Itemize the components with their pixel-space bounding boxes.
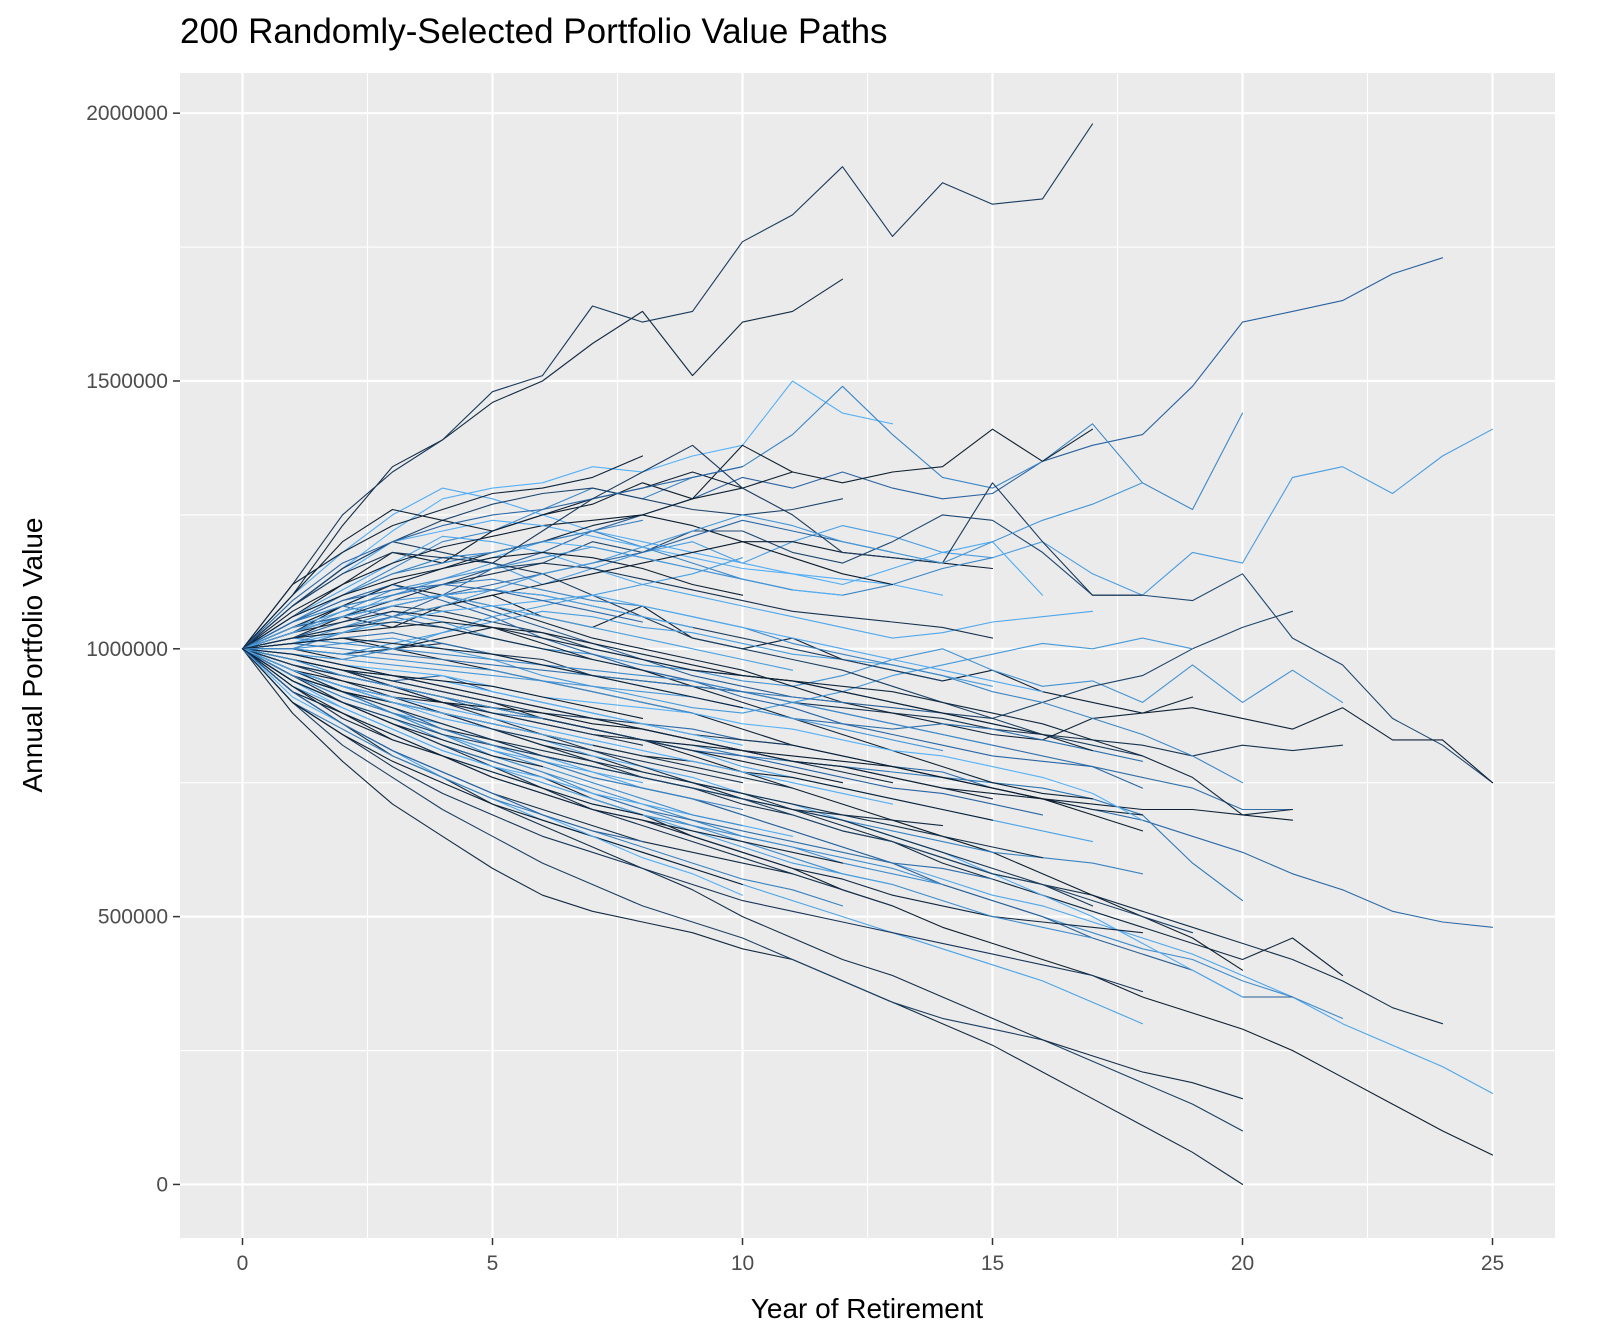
series-line — [241, 648, 894, 784]
series-line — [241, 455, 644, 650]
x-axis: 0 5 10 15 20 25 — [237, 1238, 1504, 1275]
series-line — [241, 648, 744, 811]
series-line — [241, 583, 644, 650]
x-tick-label: 5 — [487, 1252, 499, 1275]
series-line — [241, 594, 1044, 693]
series-line — [241, 648, 644, 843]
chart-title: 200 Randomly-Selected Portfolio Value Pa… — [180, 12, 888, 51]
series-line — [241, 648, 894, 805]
y-tick-label: 500000 — [98, 906, 168, 929]
series-line — [241, 637, 1194, 714]
series-line — [241, 519, 944, 650]
series-line — [241, 648, 1044, 859]
series-line — [241, 583, 1194, 741]
series-line — [241, 648, 544, 768]
series-line — [241, 648, 644, 719]
series-line — [241, 428, 1494, 650]
series-line — [241, 428, 1094, 650]
series-line — [241, 637, 994, 746]
series-line — [241, 648, 644, 816]
series-line — [241, 648, 1294, 998]
series-line — [241, 123, 1094, 650]
series-line — [241, 648, 1144, 993]
series-line — [241, 278, 844, 650]
series-line — [241, 648, 594, 746]
y-tick-label: 1000000 — [86, 638, 168, 661]
series-line — [241, 594, 794, 671]
series-line — [241, 487, 1044, 650]
series-line — [241, 648, 944, 752]
series-line — [241, 546, 794, 650]
series-line — [241, 648, 694, 714]
series-line — [241, 648, 744, 886]
series-line — [241, 514, 1494, 784]
series-line — [241, 621, 1094, 752]
y-tick-label: 0 — [156, 1173, 168, 1196]
series-line — [241, 648, 1244, 1132]
series-line — [241, 648, 1244, 1185]
y-axis-title: Annual Portfolio Value — [17, 518, 48, 793]
x-tick-label: 0 — [237, 1252, 249, 1275]
series-line — [241, 551, 744, 650]
y-tick-label: 1500000 — [86, 370, 168, 393]
series-line — [241, 380, 894, 650]
series-line — [241, 535, 1094, 650]
series-line — [241, 471, 794, 650]
series-line — [241, 466, 744, 650]
x-tick-label: 25 — [1481, 1252, 1504, 1275]
series-line — [241, 589, 694, 650]
series-line — [241, 637, 744, 709]
y-tick-label: 2000000 — [86, 102, 168, 125]
series-line — [241, 648, 1194, 934]
x-tick-label: 10 — [731, 1252, 754, 1275]
series-line — [241, 648, 744, 784]
series-layer — [241, 123, 1494, 1185]
series-line — [241, 642, 844, 703]
series-line — [241, 562, 994, 650]
y-axis: 0 500000 1000000 1500000 2000000 — [86, 102, 180, 1196]
series-line — [241, 610, 994, 687]
series-line — [241, 648, 544, 719]
series-line — [241, 482, 1144, 650]
series-line — [241, 444, 1144, 650]
x-axis-title: Year of Retirement — [751, 1293, 984, 1324]
x-tick-label: 20 — [1231, 1252, 1254, 1275]
major-gridlines — [180, 73, 1555, 1238]
series-line — [241, 621, 594, 661]
x-tick-label: 15 — [981, 1252, 1004, 1275]
